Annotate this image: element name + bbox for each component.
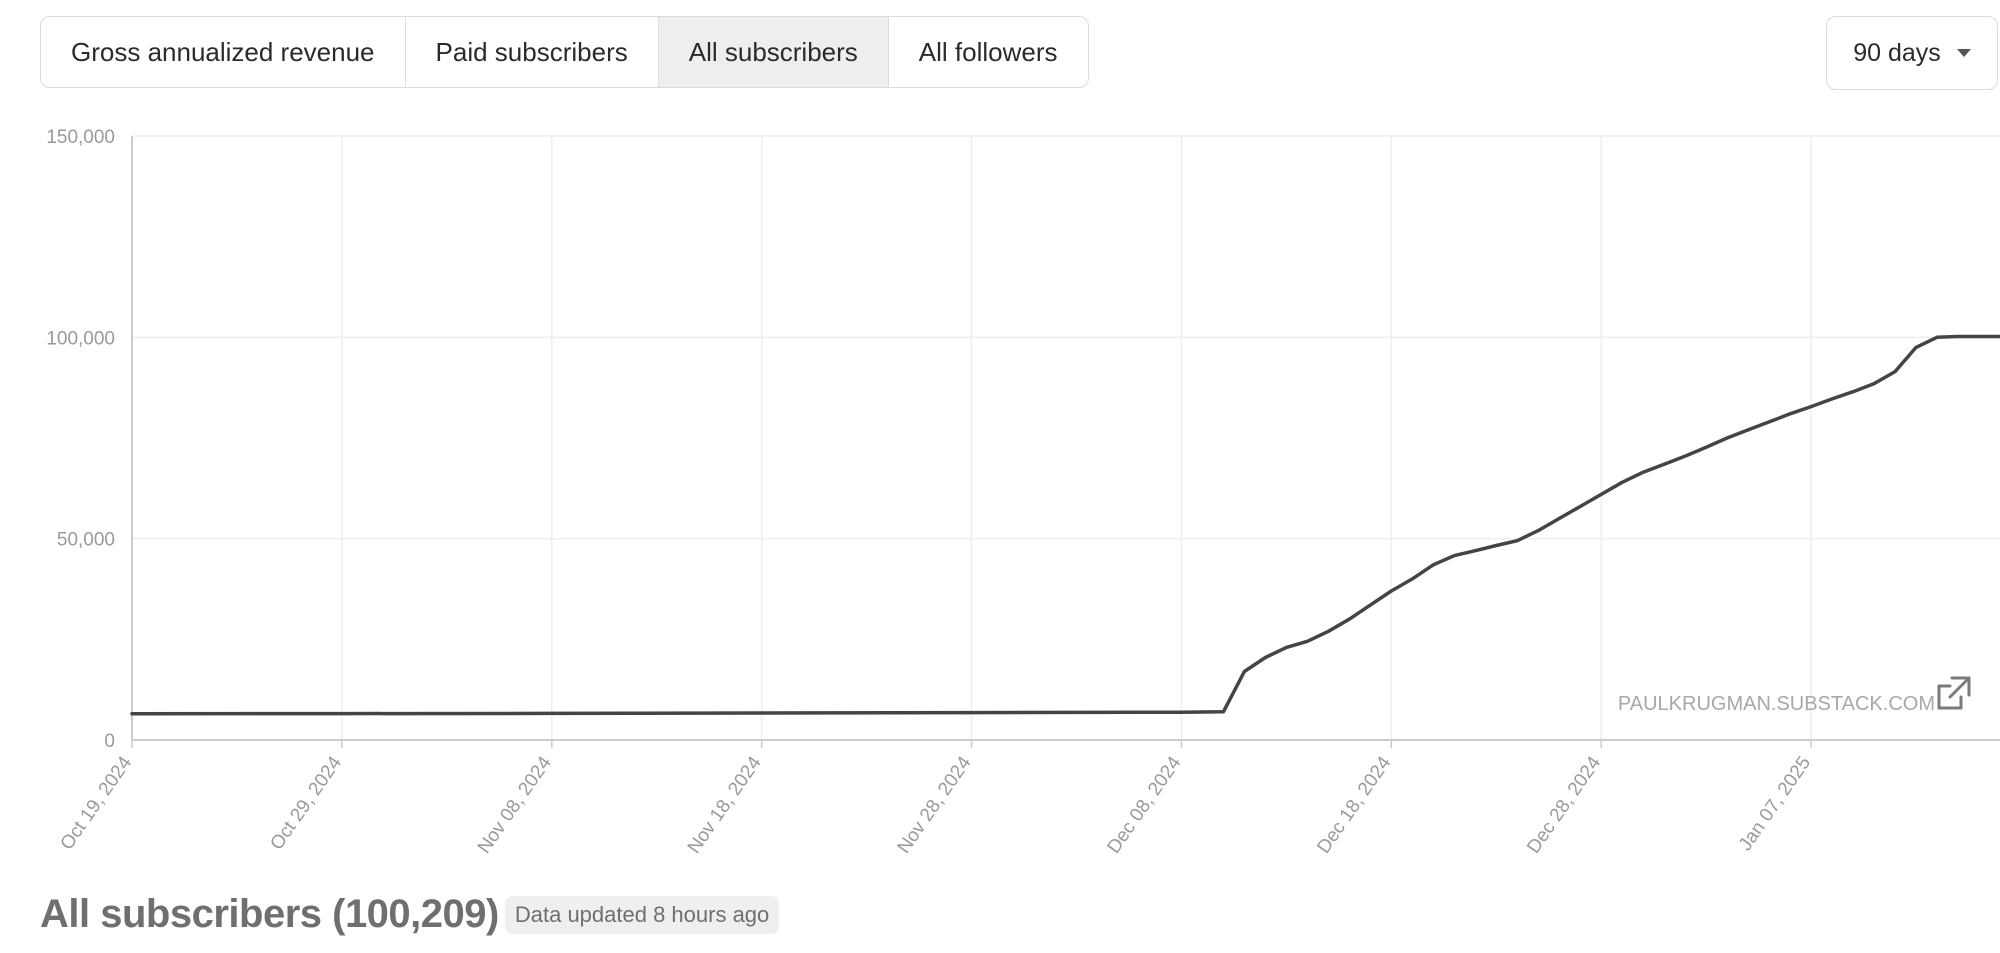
series-line: [130, 334, 2000, 716]
data-point: [1242, 670, 1246, 674]
data-point: [1326, 629, 1330, 633]
data-point: [760, 711, 764, 715]
range-select[interactable]: 90 days: [1826, 16, 1998, 90]
data-point: [1641, 470, 1645, 474]
data-point: [1473, 549, 1477, 553]
data-point: [1767, 420, 1771, 424]
data-point: [1347, 617, 1351, 621]
y-tick-label: 150,000: [46, 127, 115, 148]
subscribers-chart: 0 50,000 100,000 150,000 Oct 19, 2024 Oct 29,…: [46, 127, 2000, 857]
data-point: [1536, 529, 1540, 533]
data-point: [1956, 334, 1960, 338]
x-tick-label: Jan 07, 2025: [1735, 753, 1815, 855]
x-tick-label: Dec 18, 2024: [1313, 752, 1395, 857]
data-point: [1935, 335, 1939, 339]
data-point: [1914, 345, 1918, 349]
data-point: [1620, 480, 1624, 484]
y-tick-label: 0: [104, 731, 115, 752]
data-point: [1431, 563, 1435, 567]
data-point: [1851, 390, 1855, 394]
data-point: [1725, 436, 1729, 440]
external-link-icon[interactable]: [1937, 676, 1971, 710]
data-point: [1578, 504, 1582, 508]
data-point: [130, 712, 134, 716]
data-point: [1599, 492, 1603, 496]
data-point: [1809, 405, 1813, 409]
data-point: [1704, 445, 1708, 449]
data-point: [1893, 370, 1897, 374]
data-point: [1515, 539, 1519, 543]
tab-all-followers[interactable]: All followers: [918, 36, 1058, 67]
x-tick-label: Dec 28, 2024: [1523, 752, 1605, 857]
y-tick-label: 100,000: [46, 328, 115, 349]
updated-badge: Data updated 8 hours ago: [504, 895, 780, 934]
data-point: [1662, 462, 1666, 466]
data-point: [1368, 603, 1372, 607]
tab-gross-annualized-revenue[interactable]: Gross annualized revenue: [41, 17, 406, 87]
page-title: All subscribers (100,209): [40, 892, 499, 936]
data-point: [970, 711, 974, 715]
x-tick-label: Oct 29, 2024: [266, 752, 346, 854]
data-point: [1977, 334, 1981, 338]
data-point: [1494, 544, 1498, 548]
data-point: [1830, 397, 1834, 401]
data-point: [1557, 517, 1561, 521]
x-tick-label: Dec 08, 2024: [1103, 752, 1185, 857]
data-point: [550, 711, 554, 715]
chevron-down-icon: [1956, 49, 1971, 57]
data-point: [1179, 710, 1183, 714]
data-point: [1788, 412, 1792, 416]
data-point: [1284, 645, 1288, 649]
data-point: [340, 712, 344, 716]
watermark-text: PAULKRUGMAN.SUBSTACK.COM: [1618, 693, 1935, 715]
data-point: [1263, 655, 1267, 659]
data-point: [1221, 710, 1225, 714]
data-point: [1452, 554, 1456, 558]
tab-paid-subscribers[interactable]: Paid subscribers: [406, 17, 659, 87]
range-select-value: 90 days: [1853, 38, 1941, 67]
x-tick-label: Oct 19, 2024: [56, 752, 136, 854]
y-tick-label: 50,000: [57, 530, 115, 551]
tab-all-subscribers[interactable]: All subscribers: [658, 17, 889, 87]
x-tick-label: Nov 28, 2024: [894, 752, 976, 857]
data-point: [1410, 577, 1414, 581]
x-tick-label: Nov 18, 2024: [684, 752, 766, 857]
data-point: [1389, 589, 1393, 593]
chart-footer: All subscribers (100,209) Data updated 8…: [40, 892, 780, 937]
x-tick-label: Nov 08, 2024: [474, 752, 556, 857]
data-point: [1746, 428, 1750, 432]
metric-tabs: Gross annualized revenue Paid subscribers…: [40, 16, 1089, 88]
data-point: [1872, 382, 1876, 386]
data-point: [1305, 639, 1309, 643]
data-point: [1683, 454, 1687, 458]
